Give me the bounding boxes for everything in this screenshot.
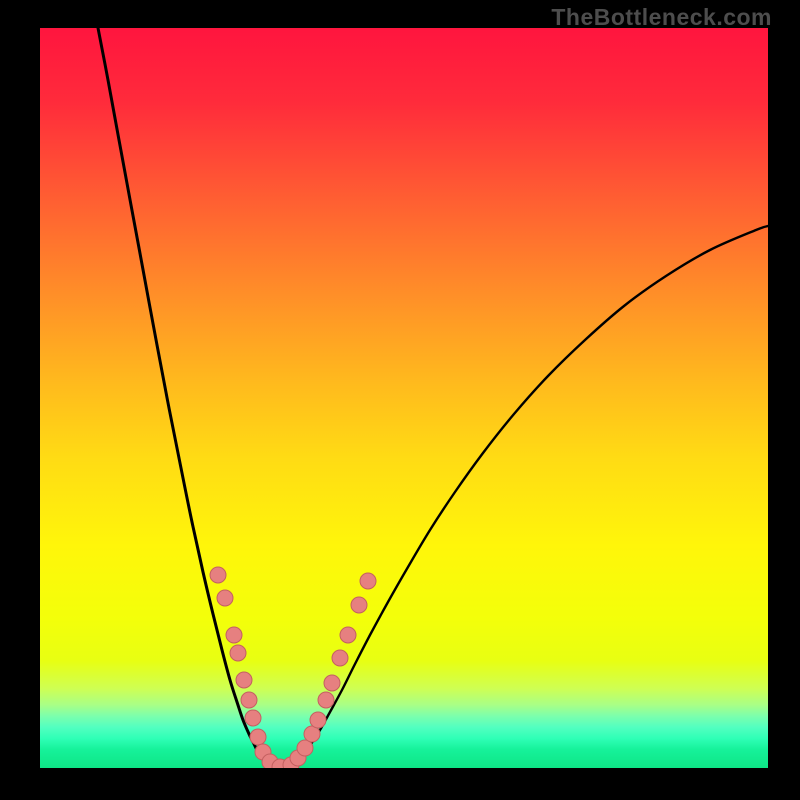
data-marker-left (241, 692, 257, 708)
bottleneck-curve-right (280, 226, 768, 768)
data-marker-left (217, 590, 233, 606)
data-marker-right (310, 712, 326, 728)
data-marker-left (236, 672, 252, 688)
chart-overlay-svg (0, 0, 800, 800)
data-marker-right (318, 692, 334, 708)
data-marker-left (245, 710, 261, 726)
data-marker-left (226, 627, 242, 643)
data-marker-left (210, 567, 226, 583)
data-marker-left (250, 729, 266, 745)
data-marker-right (351, 597, 367, 613)
data-marker-right (324, 675, 340, 691)
data-marker-right (340, 627, 356, 643)
data-marker-left (230, 645, 246, 661)
bottleneck-curve-left (98, 28, 280, 768)
data-marker-right (297, 740, 313, 756)
data-marker-right (360, 573, 376, 589)
data-marker-right (332, 650, 348, 666)
